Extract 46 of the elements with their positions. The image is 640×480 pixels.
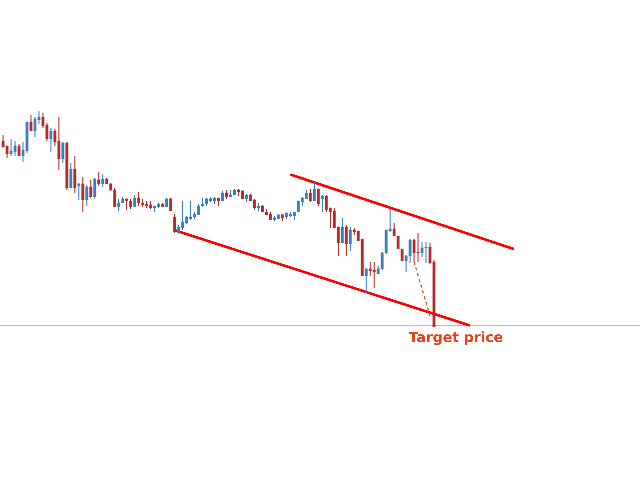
candlestick (341, 217, 344, 244)
candlestick (368, 262, 372, 277)
candlestick (313, 182, 316, 202)
candlestick (297, 200, 300, 213)
candlestick (86, 184, 89, 207)
candlestick (197, 204, 200, 216)
candlestick (134, 194, 136, 208)
candlestick (114, 187, 116, 208)
candlestick (372, 262, 376, 288)
candlestick (416, 232, 420, 263)
candlestick (94, 177, 97, 200)
candlestick (138, 192, 140, 207)
candlestick (70, 162, 73, 188)
ref-line-label: Target price (409, 332, 503, 346)
candlestick (325, 194, 328, 213)
candlestick (14, 140, 17, 156)
candlestick (30, 114, 33, 132)
candlestick (62, 142, 65, 164)
candlestick (189, 200, 192, 221)
candlestick (82, 176, 85, 213)
candlestick (412, 238, 416, 263)
candlestick (424, 241, 428, 264)
candlestick (364, 268, 368, 294)
candlestick (78, 182, 81, 201)
candlestick (253, 198, 256, 210)
candlestick (169, 198, 172, 212)
candlestick (309, 188, 312, 202)
candlestick (221, 190, 224, 202)
candlestick (10, 138, 13, 156)
candlestick (18, 144, 21, 156)
candlestick (58, 116, 61, 171)
candlestick (74, 155, 77, 194)
candlestick (321, 194, 324, 213)
candlestick (173, 214, 176, 234)
candlestick (126, 198, 128, 210)
candlestick (50, 128, 53, 153)
candlestick (317, 188, 320, 207)
candlestick (118, 198, 120, 212)
candlestick (98, 171, 100, 186)
candlestick (349, 226, 352, 252)
candlestick (345, 224, 348, 256)
candlestick (102, 174, 104, 188)
candlestick (181, 200, 184, 231)
candlestick (130, 198, 132, 210)
candlestick (420, 241, 424, 258)
candlestick (90, 179, 93, 199)
